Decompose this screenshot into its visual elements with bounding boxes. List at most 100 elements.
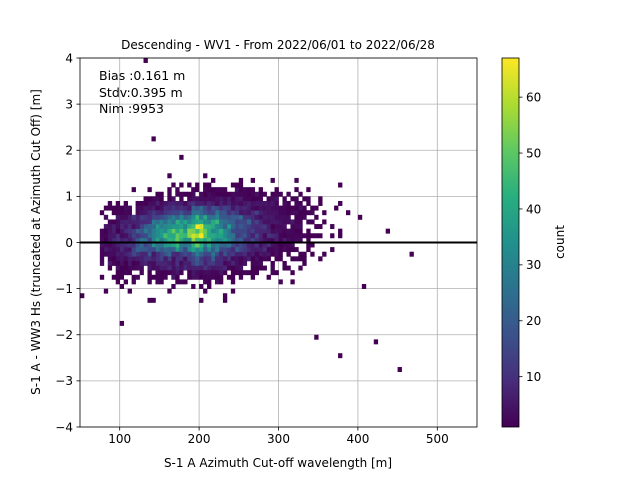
histogram-bin: [282, 233, 287, 239]
histogram-bin: [195, 224, 200, 230]
histogram-bin: [167, 219, 172, 225]
histogram-bin: [282, 210, 287, 216]
histogram-bin: [111, 219, 117, 225]
histogram-bin: [119, 233, 125, 239]
histogram-bin: [230, 219, 236, 225]
histogram-bin: [294, 200, 299, 206]
histogram-bin: [163, 233, 168, 239]
histogram-bin: [115, 200, 121, 206]
histogram-bin: [238, 191, 244, 197]
histogram-bin: [171, 228, 176, 234]
histogram-bin: [199, 200, 204, 206]
histogram-bin: [207, 284, 212, 289]
histogram-bin: [195, 187, 200, 193]
histogram-bin: [187, 256, 192, 262]
histogram-bin: [127, 205, 132, 211]
x-tick-label: 200: [188, 432, 211, 446]
histogram-bin: [338, 200, 343, 206]
stat-bias: Bias :0.161 m: [99, 68, 185, 83]
histogram-bin: [179, 247, 184, 253]
histogram-bin: [310, 205, 315, 211]
histogram-bin: [282, 200, 287, 206]
histogram-bin: [226, 233, 232, 239]
histogram-bin: [191, 247, 196, 253]
histogram-bin: [254, 228, 259, 234]
histogram-bin: [211, 219, 216, 225]
histogram-bin: [159, 191, 164, 197]
histogram-bin: [135, 228, 140, 234]
histogram-bin: [214, 210, 220, 216]
histogram-bin: [155, 279, 160, 285]
histogram-bin: [195, 242, 200, 248]
histogram-bin: [226, 274, 232, 280]
histogram-bin: [131, 219, 136, 225]
histogram-bin: [266, 210, 271, 216]
histogram-bin: [250, 260, 256, 266]
histogram-bin: [310, 219, 315, 225]
histogram-bin: [226, 265, 232, 271]
histogram-bin: [278, 214, 283, 220]
histogram-bin: [246, 187, 252, 193]
histogram-bin: [242, 224, 248, 230]
histogram-bin: [226, 210, 232, 216]
histogram-bin: [214, 228, 220, 234]
histogram-bin: [187, 237, 192, 243]
histogram-bin: [207, 242, 212, 248]
histogram-bin: [99, 233, 105, 239]
histogram-bin: [306, 237, 311, 243]
histogram-bin: [167, 224, 172, 230]
histogram-bin: [167, 196, 172, 202]
histogram-bin: [119, 214, 125, 220]
histogram-bin: [254, 205, 259, 211]
histogram-bin: [238, 260, 244, 266]
histogram-bin: [234, 228, 240, 234]
histogram-bin: [123, 210, 128, 216]
histogram-bin: [242, 205, 248, 211]
histogram-bin: [302, 214, 307, 220]
histogram-bin: [175, 205, 180, 211]
x-tick-label: 400: [346, 432, 369, 446]
histogram-bin: [111, 233, 117, 239]
histogram-bin: [310, 242, 315, 248]
histogram-bin: [151, 210, 156, 216]
histogram-bin: [234, 256, 240, 262]
histogram-bin: [234, 191, 240, 197]
histogram-bin: [163, 251, 168, 257]
histogram-bin: [258, 237, 263, 243]
histogram-bin: [254, 196, 259, 202]
histogram-bin: [218, 242, 224, 248]
histogram-bin: [282, 205, 287, 211]
histogram-bin: [203, 224, 208, 230]
histogram-bin: [218, 237, 224, 243]
histogram-bin: [242, 214, 248, 220]
histogram-bin: [246, 237, 252, 243]
histogram-bin: [230, 228, 236, 234]
histogram-bin: [171, 251, 176, 257]
histogram-bin: [222, 233, 228, 239]
histogram-bin: [214, 196, 220, 202]
histogram-bin: [218, 200, 224, 206]
histogram-bin: [199, 224, 204, 230]
histogram-bin: [207, 205, 212, 211]
histogram-bin: [270, 247, 275, 253]
histogram-bin: [234, 214, 240, 220]
histogram-bin: [143, 242, 148, 248]
histogram-bin: [226, 260, 232, 266]
histogram-bin: [143, 247, 148, 253]
histogram-bin: [242, 247, 248, 253]
histogram-bin: [234, 270, 240, 276]
histogram-bin: [147, 187, 152, 193]
histogram-bin: [203, 173, 208, 179]
histogram-bin: [203, 214, 208, 220]
histogram-bin: [123, 214, 128, 220]
histogram-bin: [127, 228, 132, 234]
histogram-bin: [115, 247, 121, 253]
histogram-bin: [250, 247, 256, 253]
histogram-bin: [286, 242, 291, 248]
histogram-bin: [207, 214, 212, 220]
histogram-bin: [262, 200, 267, 206]
histogram-bin: [211, 265, 216, 271]
histogram-bin: [222, 205, 228, 211]
histogram-bin: [242, 191, 248, 197]
histogram-bin: [278, 210, 283, 216]
